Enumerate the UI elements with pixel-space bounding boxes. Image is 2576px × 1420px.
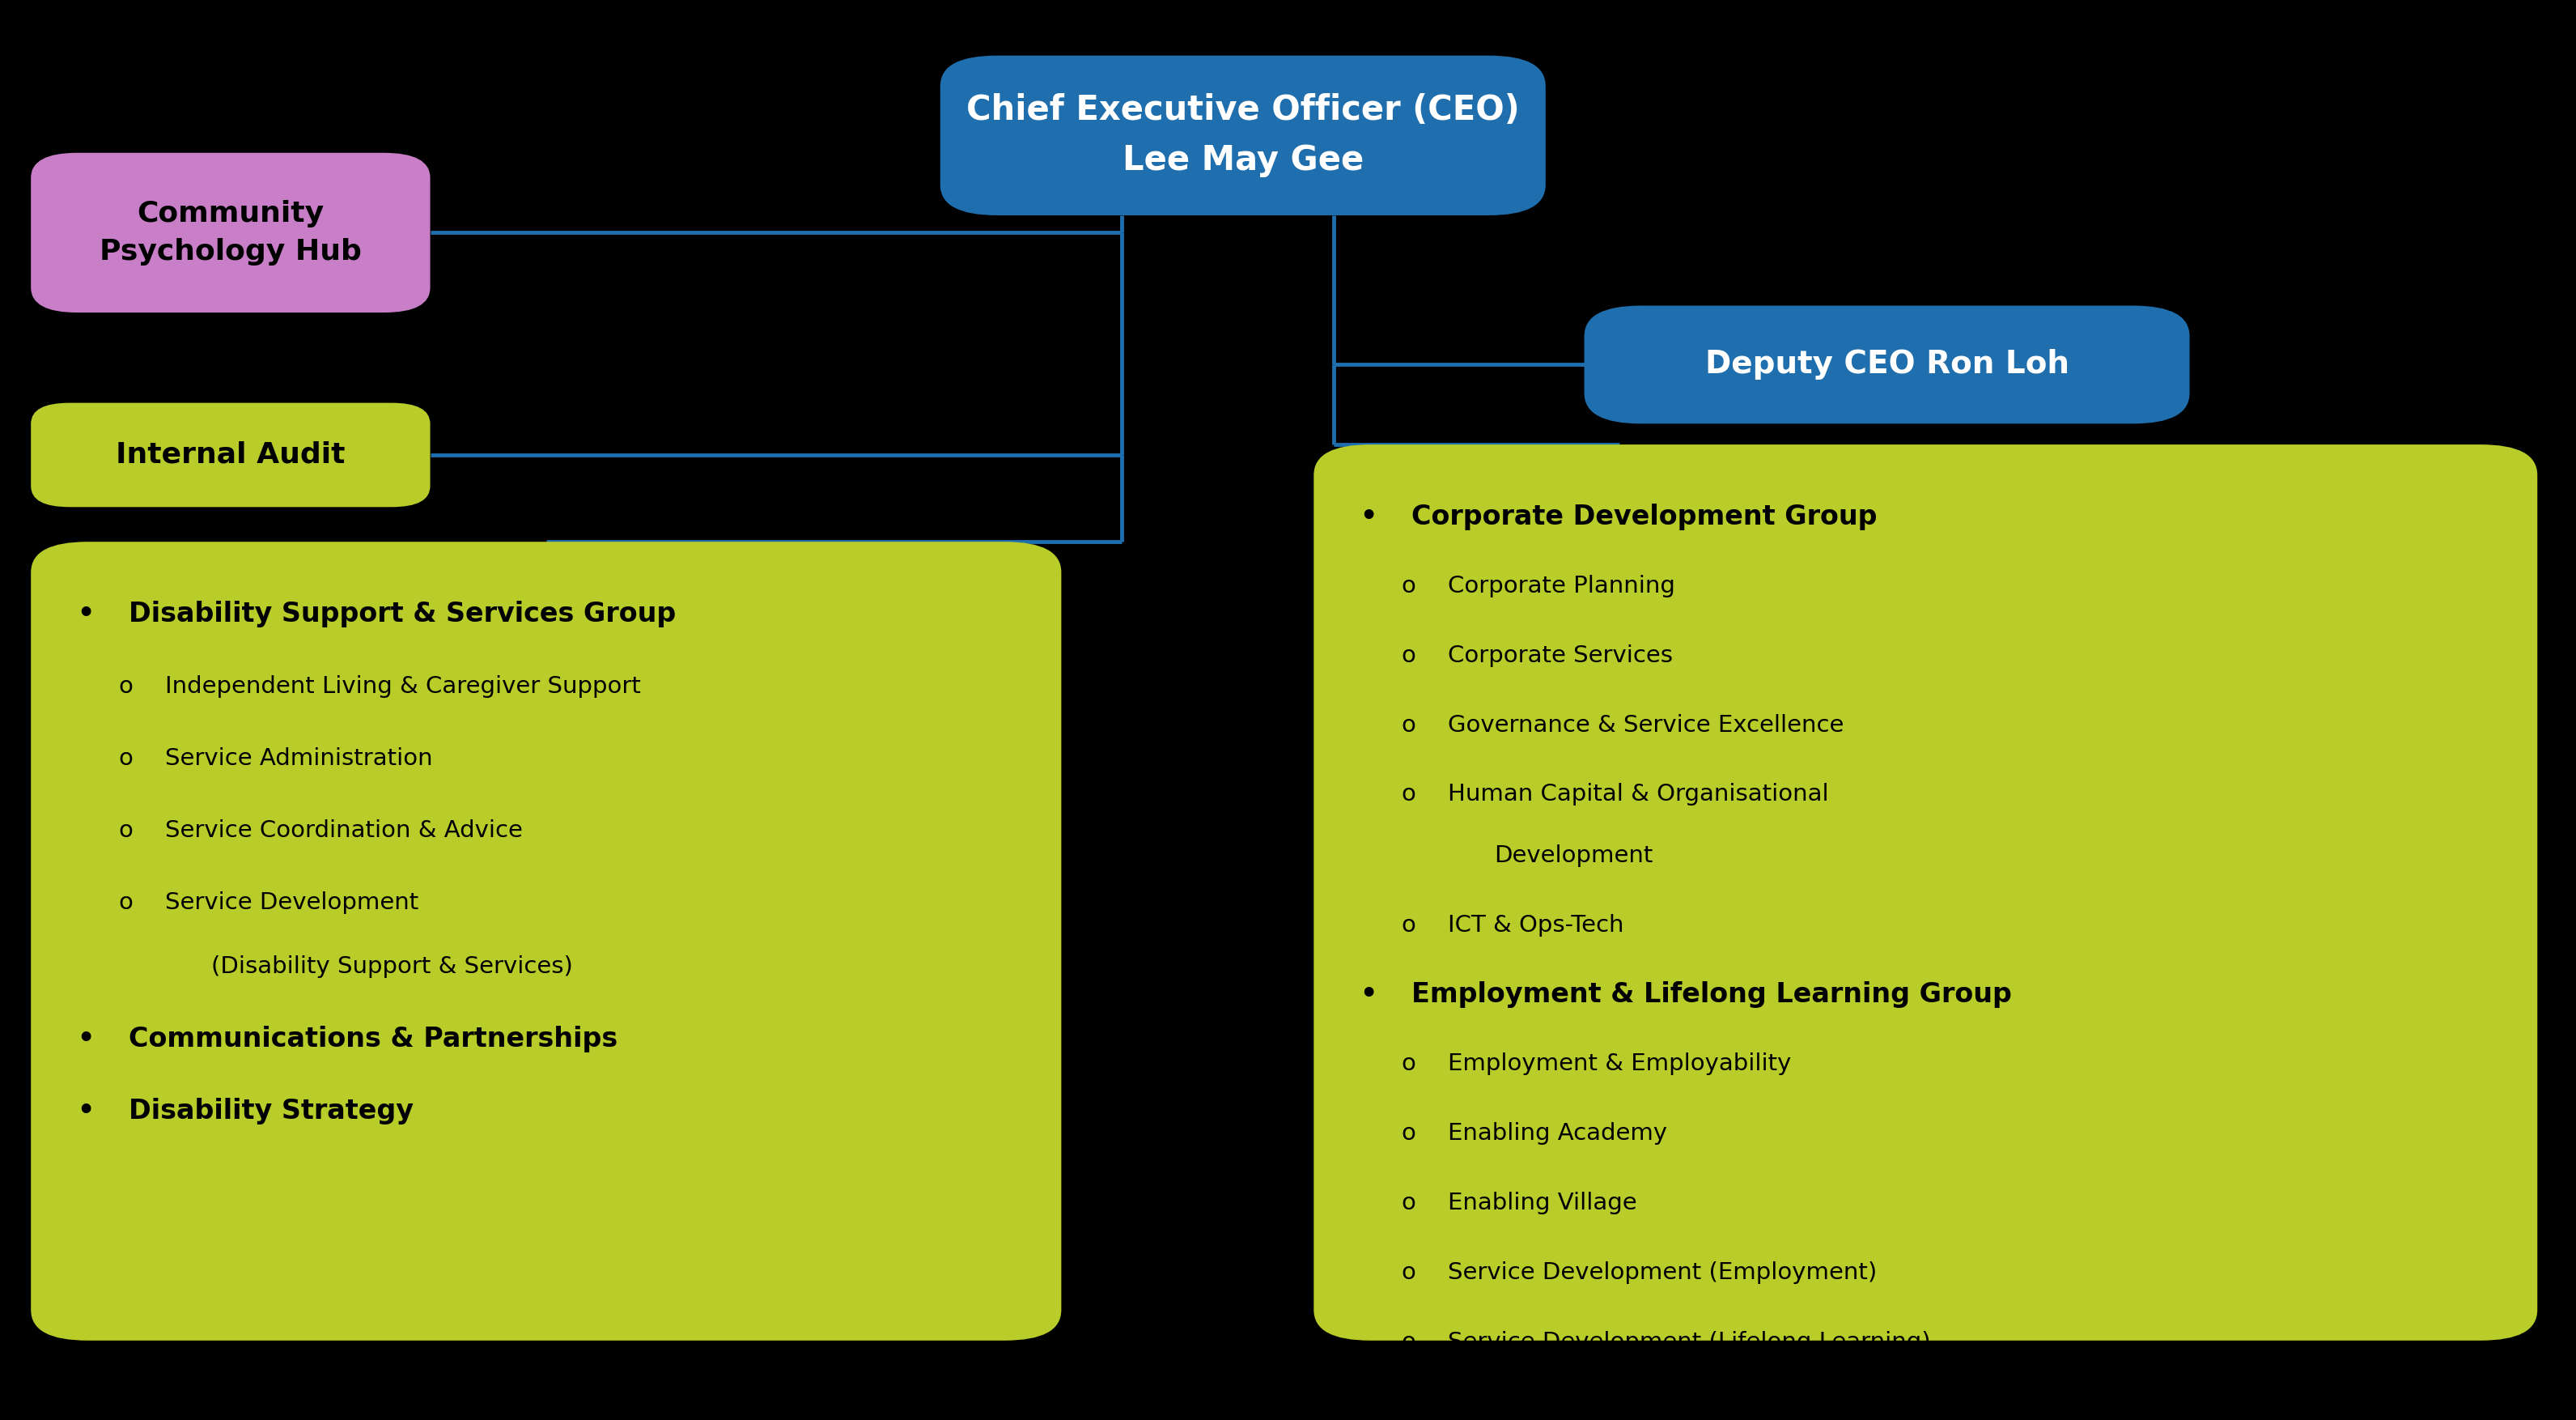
Text: o: o xyxy=(118,674,134,697)
Text: •: • xyxy=(77,601,95,628)
Text: o: o xyxy=(1401,1331,1417,1353)
FancyBboxPatch shape xyxy=(1584,305,2190,423)
Text: Governance & Service Excellence: Governance & Service Excellence xyxy=(1448,714,1844,737)
Text: Corporate Services: Corporate Services xyxy=(1448,645,1672,667)
Text: (Disability Support & Services): (Disability Support & Services) xyxy=(211,956,572,978)
Text: o: o xyxy=(1401,1191,1417,1214)
Text: Service Administration: Service Administration xyxy=(165,747,433,770)
Text: Disability Support & Services Group: Disability Support & Services Group xyxy=(129,601,675,628)
Text: o: o xyxy=(118,892,134,914)
Text: Independent Living & Caregiver Support: Independent Living & Caregiver Support xyxy=(165,674,641,697)
Text: Chief Executive Officer (CEO)
Lee May Gee: Chief Executive Officer (CEO) Lee May Ge… xyxy=(966,94,1520,178)
Text: •: • xyxy=(77,1025,95,1052)
Text: •: • xyxy=(1360,981,1378,1008)
Text: o: o xyxy=(118,819,134,842)
Text: Corporate Planning: Corporate Planning xyxy=(1448,575,1674,598)
FancyBboxPatch shape xyxy=(1314,444,2537,1340)
Text: Enabling Village: Enabling Village xyxy=(1448,1191,1636,1214)
Text: o: o xyxy=(1401,645,1417,667)
Text: •: • xyxy=(1360,1399,1378,1420)
Text: o: o xyxy=(1401,575,1417,598)
Text: Service Development (Lifelong Learning): Service Development (Lifelong Learning) xyxy=(1448,1331,1929,1353)
Text: Development: Development xyxy=(1494,845,1654,868)
Text: Innovation: Innovation xyxy=(1412,1399,1592,1420)
Text: o: o xyxy=(1401,714,1417,737)
Text: Communications & Partnerships: Communications & Partnerships xyxy=(129,1025,618,1052)
Text: •: • xyxy=(1360,504,1378,530)
FancyBboxPatch shape xyxy=(31,153,430,312)
Text: •: • xyxy=(77,1098,95,1125)
Text: Human Capital & Organisational: Human Capital & Organisational xyxy=(1448,784,1829,807)
Text: Employment & Employability: Employment & Employability xyxy=(1448,1052,1790,1075)
FancyBboxPatch shape xyxy=(31,403,430,507)
Text: Community
Psychology Hub: Community Psychology Hub xyxy=(100,200,361,266)
Text: ICT & Ops-Tech: ICT & Ops-Tech xyxy=(1448,914,1623,937)
Text: o: o xyxy=(1401,784,1417,807)
Text: Corporate Development Group: Corporate Development Group xyxy=(1412,504,1878,530)
FancyBboxPatch shape xyxy=(940,55,1546,216)
Text: o: o xyxy=(1401,1122,1417,1145)
Text: Service Development: Service Development xyxy=(165,892,417,914)
FancyBboxPatch shape xyxy=(31,542,1061,1340)
Text: Service Coordination & Advice: Service Coordination & Advice xyxy=(165,819,523,842)
Text: o: o xyxy=(1401,914,1417,937)
Text: Deputy CEO Ron Loh: Deputy CEO Ron Loh xyxy=(1705,349,2069,381)
Text: o: o xyxy=(1401,1052,1417,1075)
Text: Employment & Lifelong Learning Group: Employment & Lifelong Learning Group xyxy=(1412,981,2012,1008)
Text: o: o xyxy=(118,747,134,770)
Text: Internal Audit: Internal Audit xyxy=(116,442,345,469)
Text: Enabling Academy: Enabling Academy xyxy=(1448,1122,1667,1145)
Text: o: o xyxy=(1401,1261,1417,1284)
Text: Disability Strategy: Disability Strategy xyxy=(129,1098,415,1125)
Text: Service Development (Employment): Service Development (Employment) xyxy=(1448,1261,1878,1284)
